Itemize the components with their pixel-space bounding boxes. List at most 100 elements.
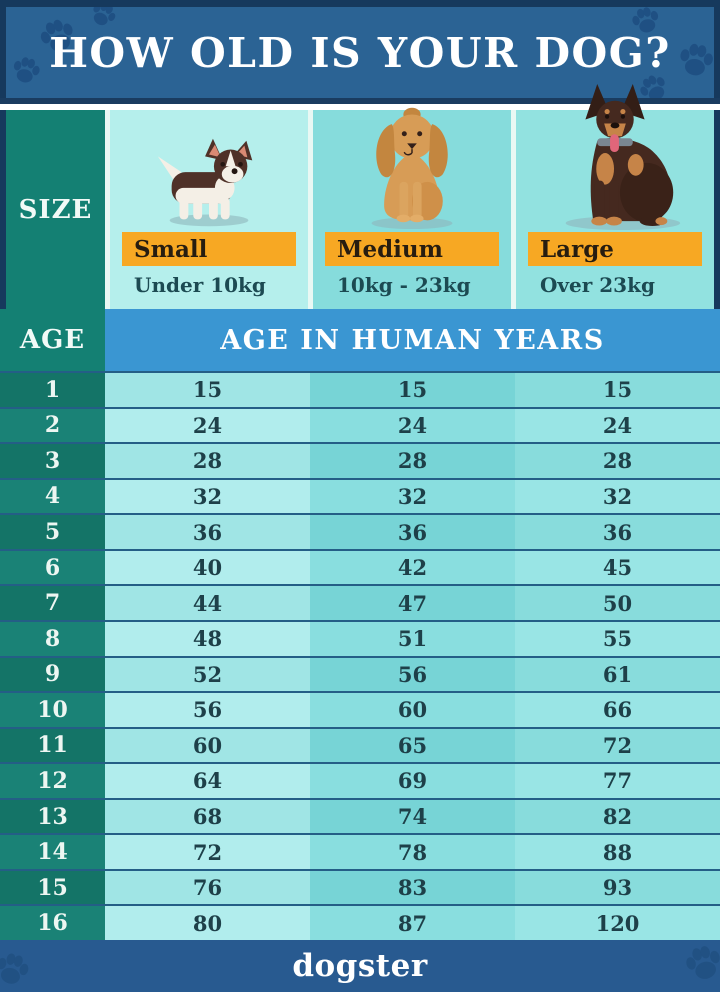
table-row: 16 80 87 120 xyxy=(0,904,720,940)
value-cell-small: 40 xyxy=(105,550,310,585)
table-row: 2 24 24 24 xyxy=(0,406,720,443)
footer: dogster xyxy=(0,940,720,992)
header-separator-dark xyxy=(0,98,720,104)
table-row: 14 72 78 88 xyxy=(0,833,720,869)
age-in-human-years-banner: AGE IN HUMAN YEARS xyxy=(105,309,720,371)
value-cell-small: 48 xyxy=(105,621,310,656)
age-cell: 11 xyxy=(0,728,105,763)
table-row: 7 44 47 50 xyxy=(0,584,720,620)
table-row: 11 60 65 72 xyxy=(0,726,720,763)
value-cell-small: 28 xyxy=(105,444,310,478)
value-cell-large: 50 xyxy=(515,586,720,620)
age-cell: 6 xyxy=(0,550,105,585)
age-cell: 12 xyxy=(0,764,105,798)
value-cell-large: 93 xyxy=(515,870,720,905)
value-cell-medium: 69 xyxy=(310,764,515,798)
age-header-row: AGE AGE IN HUMAN YEARS xyxy=(0,309,720,371)
value-cell-large: 88 xyxy=(515,835,720,869)
top-border xyxy=(0,0,720,7)
age-cell: 9 xyxy=(0,657,105,692)
table-row: 4 32 32 32 xyxy=(0,477,720,514)
table-row: 6 40 42 45 xyxy=(0,548,720,585)
value-cell-small: 56 xyxy=(105,693,310,727)
value-cell-small: 52 xyxy=(105,657,310,692)
age-cell: 10 xyxy=(0,693,105,727)
value-cell-medium: 83 xyxy=(310,870,515,905)
table-row: 5 36 36 36 xyxy=(0,513,720,549)
large-dog-area xyxy=(516,83,714,232)
value-cell-small: 76 xyxy=(105,870,310,905)
dogster-logo: dogster xyxy=(292,948,428,984)
value-cell-medium: 15 xyxy=(310,373,515,407)
value-cell-medium: 60 xyxy=(310,693,515,727)
size-pill-large: Large xyxy=(528,232,702,266)
corgi-dog-icon xyxy=(157,138,253,227)
value-cell-large: 36 xyxy=(515,515,720,549)
age-cell: 2 xyxy=(0,408,105,443)
age-cell: 15 xyxy=(0,870,105,905)
value-cell-large: 28 xyxy=(515,444,720,478)
value-cell-small: 60 xyxy=(105,728,310,763)
size-column-large: Large Over 23kg xyxy=(516,83,714,309)
value-cell-medium: 36 xyxy=(310,515,515,549)
medium-dog-area xyxy=(313,107,511,232)
value-cell-small: 24 xyxy=(105,408,310,443)
age-cell: 1 xyxy=(0,373,105,407)
value-cell-medium: 24 xyxy=(310,408,515,443)
size-column-small: Small Under 10kg xyxy=(110,110,308,309)
table-row: 15 76 83 93 xyxy=(0,868,720,905)
age-cell: 16 xyxy=(0,906,105,940)
value-cell-large: 24 xyxy=(515,408,720,443)
age-cell: 5 xyxy=(0,515,105,549)
value-cell-medium: 47 xyxy=(310,586,515,620)
value-cell-medium: 65 xyxy=(310,728,515,763)
age-cell: 3 xyxy=(0,444,105,478)
age-cell: 14 xyxy=(0,835,105,869)
value-cell-large: 55 xyxy=(515,621,720,656)
spaniel-dog-icon xyxy=(371,107,453,230)
doberman-dog-icon xyxy=(565,83,681,230)
table-row: 10 56 60 66 xyxy=(0,691,720,727)
value-cell-small: 36 xyxy=(105,515,310,549)
value-cell-medium: 28 xyxy=(310,444,515,478)
value-cell-medium: 87 xyxy=(310,906,515,940)
value-cell-medium: 78 xyxy=(310,835,515,869)
age-cell: 8 xyxy=(0,621,105,656)
size-pill-small: Small xyxy=(122,232,296,266)
value-cell-small: 64 xyxy=(105,764,310,798)
value-cell-small: 32 xyxy=(105,479,310,514)
value-cell-small: 44 xyxy=(105,586,310,620)
value-cell-large: 77 xyxy=(515,764,720,798)
value-cell-large: 66 xyxy=(515,693,720,727)
value-cell-small: 68 xyxy=(105,799,310,834)
value-cell-medium: 51 xyxy=(310,621,515,656)
page-title: HOW OLD IS YOUR DOG? xyxy=(49,28,671,77)
age-cell: 13 xyxy=(0,799,105,834)
age-cell: 7 xyxy=(0,586,105,620)
age-cell: 4 xyxy=(0,479,105,514)
value-cell-large: 15 xyxy=(515,373,720,407)
header-separator-white xyxy=(0,104,720,110)
value-cell-large: 72 xyxy=(515,728,720,763)
value-cell-large: 61 xyxy=(515,657,720,692)
value-cell-large: 45 xyxy=(515,550,720,585)
value-cell-large: 82 xyxy=(515,799,720,834)
value-cell-large: 120 xyxy=(515,906,720,940)
value-cell-small: 80 xyxy=(105,906,310,940)
value-cell-large: 32 xyxy=(515,479,720,514)
value-cell-medium: 74 xyxy=(310,799,515,834)
weight-range-small: Under 10kg xyxy=(134,273,266,297)
size-row: SIZE xyxy=(0,83,720,309)
value-cell-small: 72 xyxy=(105,835,310,869)
table-row: 1 15 15 15 xyxy=(0,371,720,407)
small-dog-area xyxy=(110,110,308,232)
table-row: 13 68 74 82 xyxy=(0,797,720,834)
age-row-label: AGE xyxy=(0,309,105,371)
table-row: 8 48 51 55 xyxy=(0,619,720,656)
size-pill-medium: Medium xyxy=(325,232,499,266)
table-row: 3 28 28 28 xyxy=(0,442,720,478)
table-row: 12 64 69 77 xyxy=(0,762,720,798)
size-column-medium: Medium 10kg - 23kg xyxy=(313,107,511,309)
header: HOW OLD IS YOUR DOG? xyxy=(0,7,720,98)
